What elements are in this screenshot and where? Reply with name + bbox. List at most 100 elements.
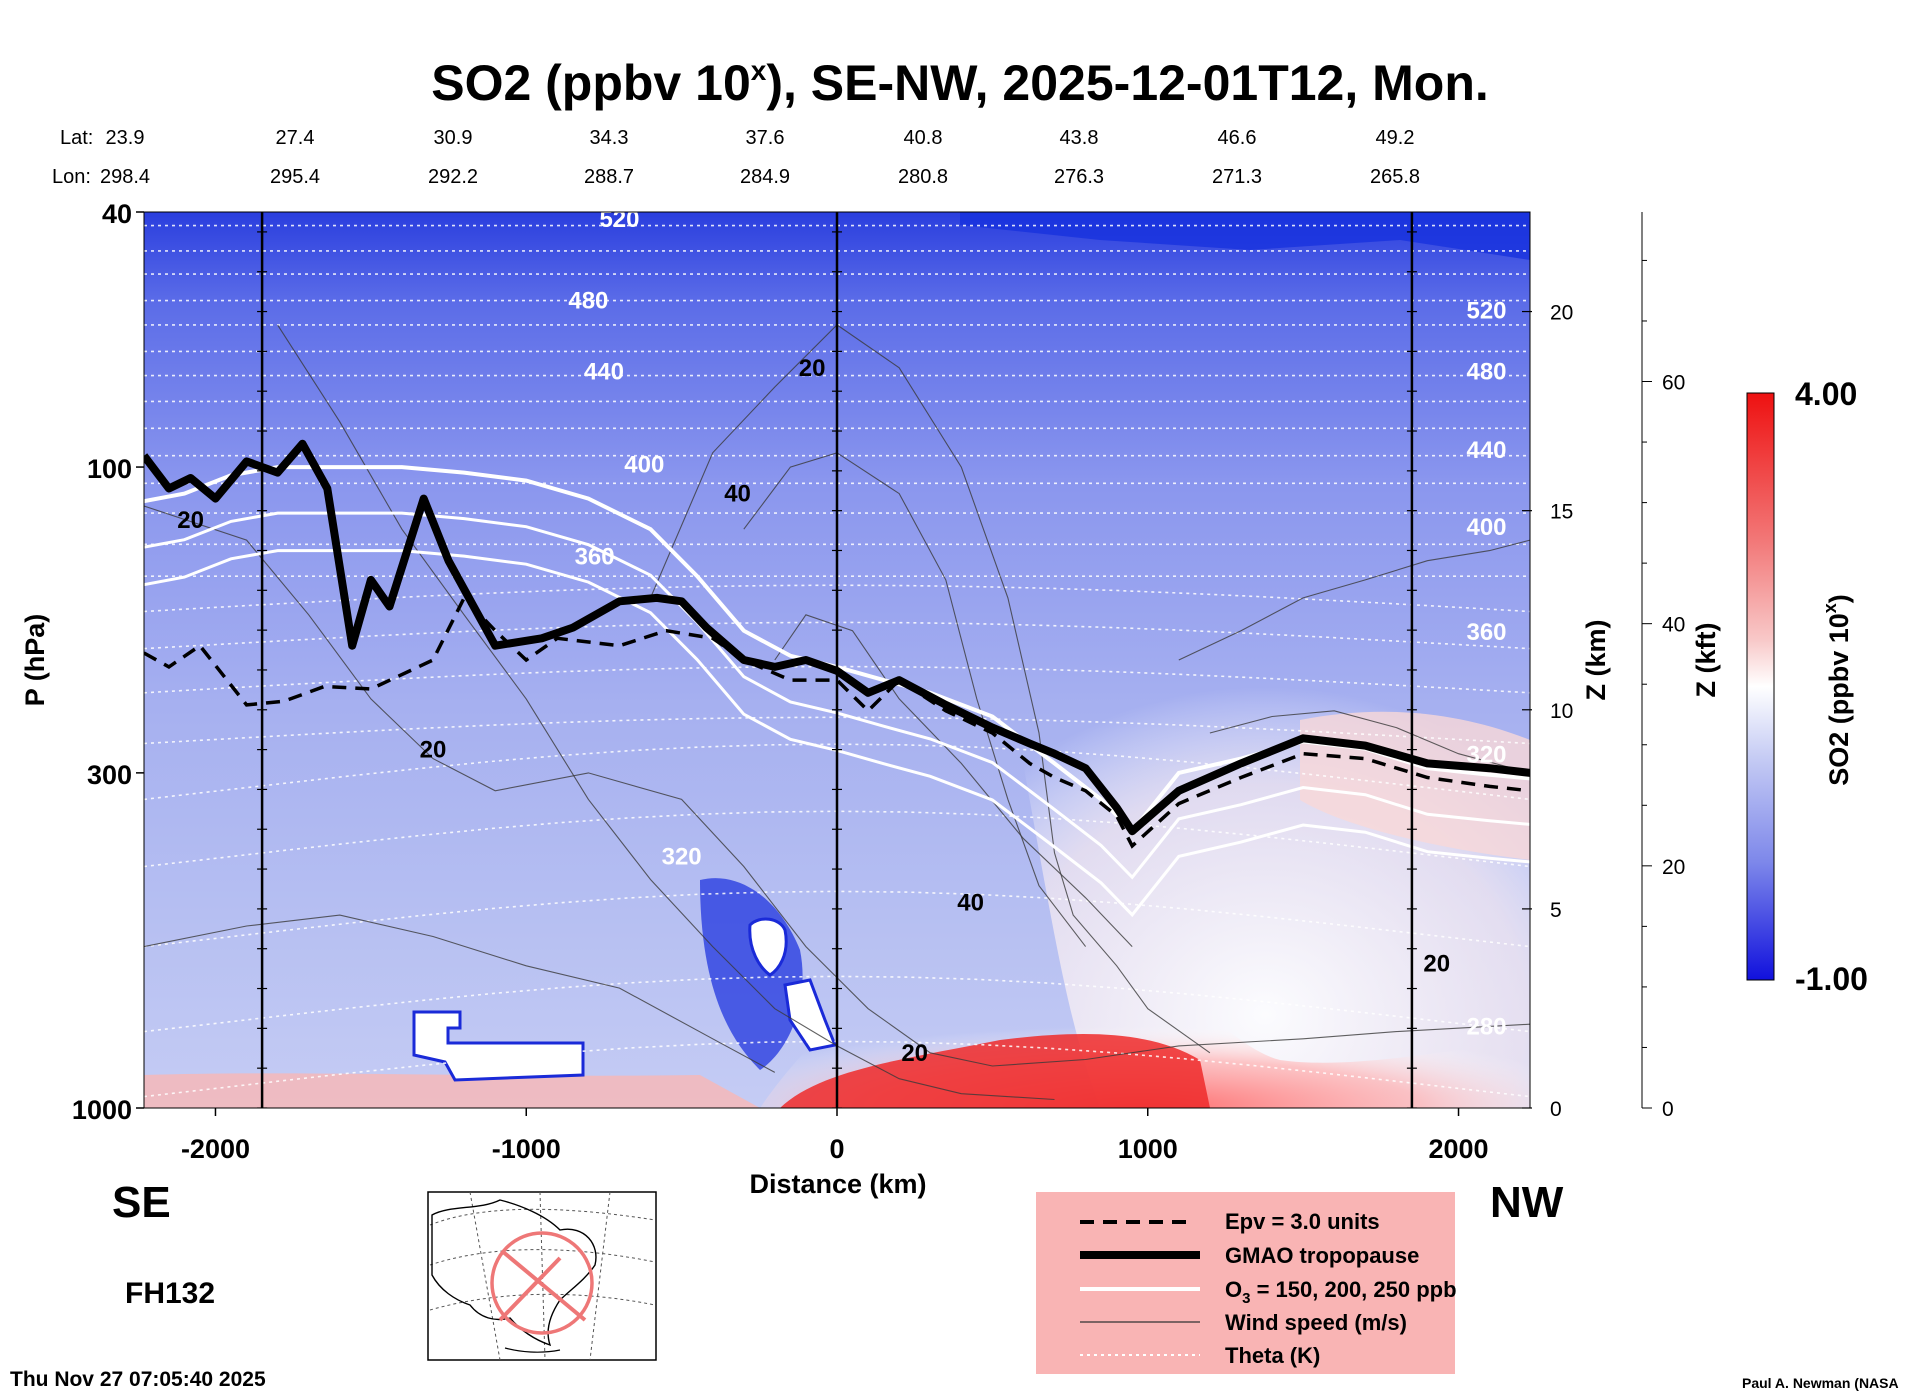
lon-value: 276.3 <box>1054 166 1104 188</box>
lat-value: 34.3 <box>590 127 629 149</box>
lon-value: 265.8 <box>1370 166 1420 188</box>
inset-caribbean <box>504 1347 561 1353</box>
lon-value: 288.7 <box>584 166 634 188</box>
lon-value: 298.4 <box>100 166 150 188</box>
y-tick-label: 40 <box>102 199 132 229</box>
wind-contour <box>1178 539 1530 661</box>
z-km-tick-label: 20 <box>1550 302 1573 325</box>
z-kft-tick-label: 20 <box>1662 856 1685 879</box>
z-kft-tick-label: 0 <box>1662 1098 1674 1121</box>
z-km-tick-label: 15 <box>1550 501 1573 524</box>
x-tick-label: -1000 <box>492 1134 561 1164</box>
wind-labels: 20 20 20 40 40 20 20 <box>177 355 1450 1067</box>
lon-value: 295.4 <box>270 166 320 188</box>
colorbar-gradient <box>1746 392 1775 981</box>
theta-label: 400 <box>624 451 664 478</box>
timestamp: Thu Nov 27 07:05:40 2025 <box>10 1368 266 1391</box>
lon-value: 280.8 <box>898 166 948 188</box>
x-tick-label: 1000 <box>1118 1134 1178 1164</box>
chart-title: SO2 (ppbv 10x), SE-NW, 2025-12-01T12, Mo… <box>431 55 1489 111</box>
legend-ozone-label: O3 = 150, 200, 250 ppb <box>1225 1277 1457 1307</box>
theta-label: 360 <box>575 544 615 571</box>
direction-se: SE <box>112 1178 171 1227</box>
theta-label: 480 <box>568 288 608 315</box>
theta-label: 320 <box>1466 742 1506 769</box>
wind-label: 40 <box>724 481 751 508</box>
so2-surface-strip <box>144 1073 760 1108</box>
z-km-tick-label: 0 <box>1550 1098 1562 1121</box>
legend-epv-label: Epv = 3.0 units <box>1225 1209 1380 1234</box>
z-km-tick-label: 10 <box>1550 700 1573 723</box>
wind-contour <box>1209 710 1530 774</box>
theta-label: 440 <box>584 359 624 386</box>
legend-wind-label: Wind speed (m/s) <box>1225 1310 1407 1335</box>
theta-label: 280 <box>1466 1013 1506 1040</box>
lat-value: 37.6 <box>746 127 785 149</box>
colorbar-label: SO2 (ppbv 10x) <box>1820 594 1854 786</box>
theta-label: 520 <box>1466 298 1506 325</box>
z-kft-axis: 0 20 40 60 <box>1641 212 1685 1121</box>
lat-value: 30.9 <box>434 127 473 149</box>
inset-range-ring <box>490 1231 594 1335</box>
x-tick-label: -2000 <box>181 1134 250 1164</box>
z-kft-tick-label: 60 <box>1662 372 1685 395</box>
y-tick-label: 1000 <box>72 1095 132 1125</box>
lon-value: 284.9 <box>740 166 790 188</box>
lon-label: Lon: <box>52 166 91 188</box>
x-tick-label: 2000 <box>1428 1134 1488 1164</box>
so2-white-blob-a <box>412 1010 585 1082</box>
inset-cross-section-route <box>500 1249 587 1322</box>
lat-value: 49.2 <box>1376 127 1415 149</box>
theta-label: 360 <box>1466 619 1506 646</box>
y-axis-label: P (hPa) <box>20 614 50 707</box>
y-tick-label: 100 <box>87 454 132 484</box>
theta-labels: 520 480 440 400 360 320 520 480 440 400 360 320 280 <box>568 206 1506 1040</box>
lon-value: 292.2 <box>428 166 478 188</box>
wind-label: 20 <box>1423 950 1450 977</box>
z-kft-label: Z (kft) <box>1691 623 1721 698</box>
z-kft-tick-label: 40 <box>1662 614 1685 637</box>
z-km-axis: 0 5 10 15 20 <box>1522 212 1573 1121</box>
theta-label: 320 <box>662 843 702 870</box>
lat-value: 23.9 <box>106 127 145 149</box>
so2-white-blob-b <box>748 917 788 977</box>
lon-value: 271.3 <box>1212 166 1262 188</box>
x-tick-label: 0 <box>829 1134 844 1164</box>
z-km-label: Z (km) <box>1581 620 1611 701</box>
wind-contour <box>144 505 1530 1067</box>
wind-label: 20 <box>799 355 826 382</box>
plot-area: 520480440400360320520480440400360320280 … <box>143 206 1531 1109</box>
x-axis-label: Distance (km) <box>749 1169 926 1199</box>
lat-value: 43.8 <box>1060 127 1099 149</box>
theta-label: 520 <box>599 206 639 233</box>
theta-label: 480 <box>1466 359 1506 386</box>
z-km-tick-label: 5 <box>1550 899 1562 922</box>
wind-contour <box>743 452 1087 947</box>
lat-value: 40.8 <box>904 127 943 149</box>
tropopause-line <box>144 439 1530 836</box>
wind-speed-contours <box>144 324 1530 1101</box>
colorbar-min-label: -1.00 <box>1795 961 1868 997</box>
wind-label: 20 <box>420 737 447 764</box>
legend-theta-label: Theta (K) <box>1225 1343 1320 1368</box>
direction-nw: NW <box>1490 1178 1564 1227</box>
lat-label: Lat: <box>60 127 93 149</box>
lat-value: 46.6 <box>1218 127 1257 149</box>
lat-lon-header: Lat: Lon: 23.9 27.4 30.9 34.3 37.6 40.8 43.8 46… <box>52 127 1420 188</box>
so2-low-region-top <box>960 212 1530 260</box>
wind-label: 20 <box>177 507 204 534</box>
colorbar-max-label: 4.00 <box>1795 376 1857 412</box>
inset-route-secondary <box>498 1256 562 1322</box>
wind-contour <box>774 614 1133 947</box>
theta-label: 440 <box>1466 437 1506 464</box>
legend-tropopause-label: GMAO tropopause <box>1225 1243 1419 1268</box>
y-tick-label: 300 <box>87 760 132 790</box>
credit: Paul A. Newman (NASA <box>1742 1375 1899 1391</box>
x-axis: -2000 -1000 0 1000 2000 <box>181 1108 1489 1164</box>
legend: Epv = 3.0 units GMAO tropopause O3 = 150… <box>1036 1192 1457 1374</box>
lat-value: 27.4 <box>276 127 315 149</box>
forecast-hour: FH132 <box>125 1277 215 1310</box>
wind-label: 40 <box>957 890 984 917</box>
y-axis: 1000 300 100 40 <box>72 199 144 1125</box>
wind-label: 20 <box>901 1040 928 1067</box>
